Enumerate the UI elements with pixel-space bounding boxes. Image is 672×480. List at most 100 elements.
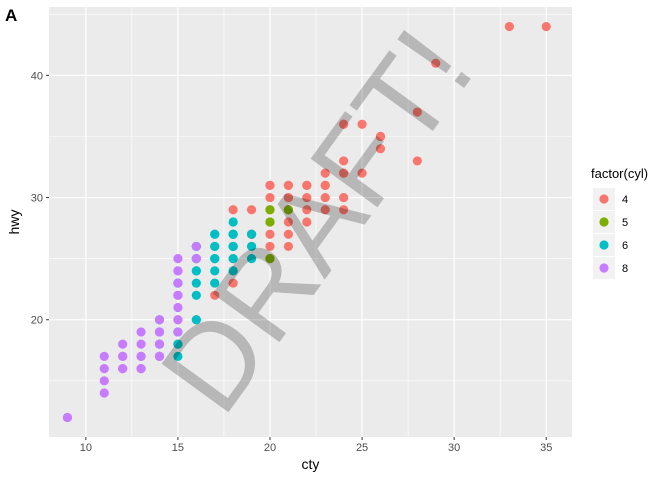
point-cyl-4	[302, 192, 312, 203]
panel-tag: A	[5, 6, 17, 25]
x-tick-label: 25	[356, 442, 368, 454]
point-cyl-4	[302, 180, 312, 190]
point-cyl-8	[173, 290, 183, 300]
point-cyl-8	[173, 327, 183, 337]
point-cyl-4	[504, 21, 514, 32]
point-cyl-6	[246, 254, 257, 264]
point-cyl-4	[302, 217, 312, 227]
point-cyl-4	[283, 217, 294, 227]
point-cyl-6	[191, 266, 201, 276]
point-cyl-8	[173, 315, 183, 325]
point-cyl-8	[99, 388, 109, 398]
point-cyl-8	[118, 351, 128, 361]
point-cyl-8	[173, 302, 183, 313]
legend-label-8: 8	[622, 263, 628, 275]
x-tick-label: 35	[540, 442, 552, 454]
point-cyl-4	[357, 168, 367, 178]
point-cyl-8	[173, 266, 183, 276]
point-cyl-6	[210, 266, 220, 276]
x-tick-label: 10	[80, 442, 92, 454]
x-tick-label: 15	[172, 442, 184, 454]
point-cyl-8	[136, 351, 146, 361]
major-gridlines	[49, 7, 572, 437]
point-cyl-6	[228, 266, 238, 276]
y-axis-title: hwy	[6, 210, 22, 235]
data-points	[62, 21, 551, 423]
point-cyl-4	[412, 156, 422, 166]
point-cyl-6	[173, 339, 183, 349]
point-cyl-4	[412, 107, 422, 117]
point-cyl-4	[283, 180, 294, 190]
y-tick-label: 40	[31, 70, 43, 82]
point-cyl-4	[228, 278, 238, 288]
point-cyl-6	[228, 217, 238, 227]
legend-label-4: 4	[622, 194, 628, 206]
point-cyl-8	[154, 351, 165, 361]
point-cyl-8	[136, 363, 146, 374]
point-cyl-6	[210, 278, 220, 288]
point-cyl-8	[118, 339, 128, 349]
point-cyl-8	[154, 315, 165, 325]
point-cyl-4	[357, 119, 367, 129]
point-cyl-8	[118, 363, 128, 374]
point-cyl-4	[210, 290, 220, 300]
point-cyl-6	[173, 351, 183, 361]
point-cyl-4	[283, 241, 294, 252]
point-cyl-4	[339, 156, 349, 166]
point-cyl-8	[62, 412, 73, 423]
point-cyl-4	[339, 205, 349, 215]
y-tick-label: 30	[31, 193, 43, 205]
point-cyl-4	[265, 241, 275, 252]
point-cyl-4	[339, 168, 349, 178]
point-cyl-5	[265, 254, 275, 264]
point-cyl-8	[154, 327, 165, 337]
point-cyl-4	[339, 192, 349, 203]
point-cyl-8	[154, 339, 165, 349]
point-cyl-6	[210, 229, 220, 239]
point-cyl-5	[265, 205, 275, 215]
point-cyl-8	[136, 339, 146, 349]
legend-title: factor(cyl)	[591, 166, 648, 181]
point-cyl-8	[191, 241, 201, 252]
point-cyl-8	[191, 254, 201, 264]
legend-key-6	[599, 240, 609, 250]
point-cyl-6	[191, 315, 201, 325]
point-cyl-4	[375, 144, 386, 154]
point-cyl-4	[431, 58, 441, 68]
point-cyl-6	[228, 229, 238, 239]
point-cyl-8	[99, 376, 109, 386]
point-cyl-4	[265, 180, 275, 190]
point-cyl-6	[191, 290, 201, 300]
point-cyl-6	[228, 241, 238, 252]
point-cyl-6	[246, 229, 257, 239]
point-cyl-4	[375, 131, 386, 142]
point-cyl-4	[265, 229, 275, 239]
point-cyl-8	[99, 351, 109, 361]
legend-key-5	[599, 217, 609, 227]
point-cyl-8	[136, 327, 146, 337]
point-cyl-4	[228, 205, 238, 215]
legend: factor(cyl) 4 5 6 8	[591, 166, 648, 279]
legend-label-5: 5	[622, 217, 628, 229]
legend-label-6: 6	[622, 240, 628, 252]
point-cyl-4	[302, 205, 312, 215]
x-tick-label: 20	[264, 442, 276, 454]
x-axis-ticks: 10 15 20 25 30 35	[80, 437, 552, 454]
point-cyl-8	[173, 254, 183, 264]
point-cyl-6	[246, 241, 257, 252]
point-cyl-4	[246, 205, 257, 215]
point-cyl-8	[99, 363, 109, 374]
point-cyl-4	[320, 192, 330, 203]
point-cyl-8	[173, 278, 183, 288]
point-cyl-4	[265, 192, 275, 203]
point-cyl-6	[210, 254, 220, 264]
point-cyl-4	[339, 119, 349, 129]
point-cyl-4	[320, 168, 330, 178]
x-tick-label: 30	[448, 442, 460, 454]
point-cyl-6	[191, 278, 201, 288]
point-cyl-4	[283, 229, 294, 239]
point-cyl-4	[283, 192, 294, 203]
y-axis-ticks: 20 30 40	[31, 70, 49, 327]
legend-key-8	[599, 263, 609, 273]
x-axis-title: cty	[302, 456, 320, 472]
